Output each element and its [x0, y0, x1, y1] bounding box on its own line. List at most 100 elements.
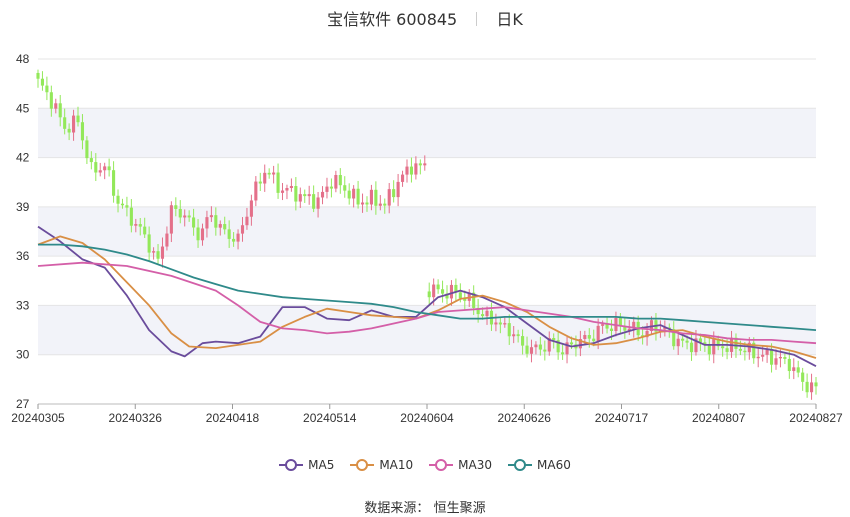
candle-body: [320, 191, 325, 198]
grid-lines: [38, 58, 816, 405]
candle: [120, 198, 125, 209]
candle: [623, 317, 627, 339]
legend-item-ma60[interactable]: MA60: [508, 458, 571, 472]
candle: [325, 177, 329, 199]
candle: [769, 343, 774, 373]
candle: [427, 282, 431, 305]
candle-body: [329, 186, 333, 189]
source-value: 恒生聚源: [433, 501, 486, 516]
candle-body: [103, 166, 107, 171]
candle-body: [258, 181, 262, 184]
candle: [329, 178, 333, 198]
candle-body: [569, 342, 574, 345]
candle-body: [498, 322, 502, 325]
candle: [676, 329, 680, 356]
candle-body: [605, 324, 609, 329]
candle-body: [716, 339, 720, 347]
candle: [192, 208, 196, 236]
x-tick-label: 20240626: [498, 411, 552, 425]
chart-title: 宝信软件 600845: [327, 10, 458, 29]
candle: [285, 184, 289, 200]
candle: [409, 157, 413, 183]
candle-body: [494, 322, 498, 325]
candle: [503, 317, 507, 328]
candle: [374, 181, 378, 215]
candle-body: [481, 314, 485, 317]
candle-body: [476, 307, 480, 315]
candle: [463, 290, 467, 310]
candle-body: [703, 342, 707, 346]
candle-body: [623, 326, 627, 331]
candle-body: [454, 284, 458, 293]
candle-body: [325, 186, 329, 192]
candle: [414, 156, 418, 180]
y-tick-label: 30: [16, 348, 30, 362]
candle-body: [725, 348, 729, 352]
candle: [392, 180, 396, 203]
candle: [556, 331, 560, 360]
candle-body: [316, 197, 320, 209]
candle: [783, 353, 787, 365]
candles: [36, 69, 818, 400]
candle: [76, 106, 80, 127]
candle: [249, 194, 253, 226]
candle: [272, 165, 276, 184]
candle-body: [298, 194, 302, 202]
candle-body: [814, 382, 818, 387]
moving-average-lines: [37, 225, 817, 367]
candle: [436, 279, 440, 294]
candle: [98, 162, 102, 177]
candle-body: [752, 342, 756, 359]
candle: [45, 76, 49, 101]
candle-body: [409, 166, 413, 175]
candle: [787, 351, 791, 379]
candle: [454, 278, 458, 301]
candle: [507, 314, 511, 345]
candle-body: [472, 292, 476, 308]
legend-item-ma5[interactable]: MA5: [279, 458, 334, 472]
candle-body: [747, 342, 751, 353]
legend-marker-icon: [429, 459, 454, 471]
candle-body: [774, 358, 778, 365]
candle-body: [192, 217, 196, 228]
candle-body: [441, 289, 445, 294]
candle: [54, 98, 58, 114]
candle: [178, 200, 182, 224]
chart-title-row: 宝信软件 600845 日K: [0, 6, 850, 29]
candle: [200, 223, 205, 246]
candle: [369, 184, 373, 211]
candle: [525, 336, 529, 358]
period-tab-daily[interactable]: 日K: [496, 10, 523, 29]
candle: [232, 232, 236, 247]
candle: [378, 195, 382, 211]
candle: [276, 163, 280, 199]
candle: [107, 158, 111, 177]
legend-item-ma30[interactable]: MA30: [429, 458, 492, 472]
candle: [196, 219, 200, 248]
candle-body: [89, 158, 93, 163]
candle-body: [36, 72, 40, 79]
candle: [418, 159, 422, 175]
candle-body: [223, 224, 227, 230]
candle: [254, 176, 258, 207]
candle-body: [58, 103, 62, 118]
candle: [63, 108, 67, 135]
candle: [387, 183, 391, 214]
legend-label: MA60: [537, 458, 571, 472]
candle: [383, 198, 387, 214]
y-tick-label: 36: [16, 249, 30, 263]
candle-body: [609, 328, 614, 331]
candle: [289, 178, 293, 192]
legend-item-ma10[interactable]: MA10: [350, 458, 413, 472]
candle-body: [778, 356, 782, 359]
candle-body: [805, 381, 809, 393]
candle-body: [392, 189, 396, 198]
y-axis: 27 30 33 36 39 42 45 48: [16, 52, 30, 411]
candle-body: [596, 325, 600, 342]
candle-body: [783, 356, 787, 359]
candle: [578, 330, 582, 357]
candle: [303, 189, 307, 203]
candle: [672, 321, 676, 350]
candle-body: [565, 342, 569, 355]
candle: [152, 247, 156, 260]
